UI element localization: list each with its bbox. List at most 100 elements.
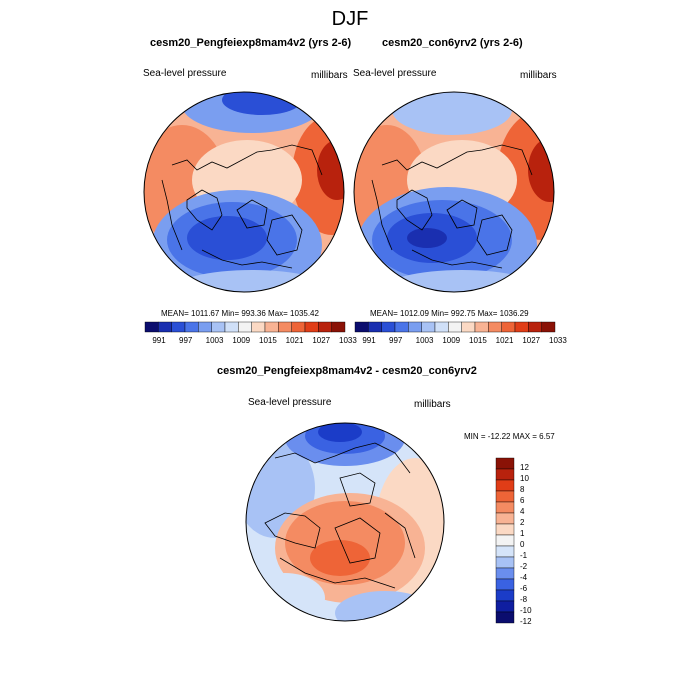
colorbar-tick-label: -12 [520, 616, 532, 626]
panel-a-colorbar-labels: 991 997 1003 1009 1015 1021 1027 1033 [145, 336, 356, 346]
colorbar-tick-label: -2 [520, 561, 528, 571]
colorbar-tick-label: 997 [389, 336, 403, 345]
colorbar-swatch [354, 321, 369, 333]
colorbar-swatch [541, 321, 556, 333]
colorbar-swatch [198, 321, 212, 333]
colorbar-swatch [211, 321, 226, 333]
colorbar-swatch [495, 611, 515, 624]
colorbar-tick-label: 4 [520, 506, 525, 516]
colorbar-tick-label: 1009 [232, 336, 251, 345]
colorbar-swatch [331, 321, 346, 333]
colorbar-swatch [304, 321, 319, 333]
colorbar-tick-label: 1 [520, 528, 525, 538]
colorbar-tick-label: 8 [520, 484, 525, 494]
colorbar-swatch [171, 321, 186, 333]
colorbar-tick-label: 6 [520, 495, 525, 505]
colorbar-swatch [184, 321, 199, 333]
panel-b-variable-label: Sea-level pressure [353, 68, 437, 79]
colorbar-swatch [495, 578, 515, 591]
panel-c-map [245, 422, 445, 622]
colorbar-tick-label: 1015 [469, 336, 487, 345]
colorbar-tick-label: 1021 [495, 336, 514, 345]
panel-b-units-label: millibars [520, 70, 557, 81]
colorbar-tick-label: 991 [362, 336, 376, 345]
colorbar-tick-label: 991 [152, 336, 166, 345]
colorbar-swatch [495, 534, 515, 547]
panel-b-title: cesm20_con6yrv2 (yrs 2-6) [382, 37, 523, 49]
panel-a-stats: MEAN= 1011.67 Min= 993.36 Max= 1035.42 [161, 309, 319, 318]
colorbar-tick-label: -8 [520, 594, 528, 604]
colorbar-swatch [158, 321, 172, 333]
panel-a-variable-label: Sea-level pressure [143, 68, 227, 79]
colorbar-swatch [144, 321, 159, 333]
panel-c-variable-label: Sea-level pressure [248, 397, 332, 408]
colorbar-tick-label: 1003 [415, 336, 434, 345]
colorbar-swatch [528, 321, 542, 333]
colorbar-swatch [495, 556, 515, 569]
panel-a-map [143, 91, 345, 293]
panel-a-coastlines [161, 144, 323, 269]
panel-c-colorbar [495, 457, 515, 624]
panel-a-title: cesm20_Pengfeiexp8mam4v2 (yrs 2-6) [150, 37, 352, 49]
colorbar-tick-label: 1033 [339, 336, 357, 345]
panel-b-coastlines [371, 144, 533, 269]
colorbar-tick-label: 1015 [259, 336, 277, 345]
colorbar-swatch [495, 589, 515, 602]
colorbar-swatch [408, 321, 422, 333]
colorbar-swatch [238, 321, 252, 333]
colorbar-tick-label: 1027 [312, 336, 331, 345]
panel-c-title: cesm20_Pengfeiexp8mam4v2 - cesm20_con6yr… [217, 365, 477, 377]
colorbar-swatch [278, 321, 292, 333]
colorbar-swatch [291, 321, 306, 333]
colorbar-tick-label: -6 [520, 583, 528, 593]
colorbar-tick-label: 997 [179, 336, 193, 345]
colorbar-swatch [224, 321, 239, 333]
colorbar-swatch [495, 545, 515, 558]
page-title: DJF [331, 8, 369, 30]
panel-b-map [353, 91, 555, 293]
colorbar-swatch [495, 512, 515, 525]
colorbar-swatch [495, 567, 515, 580]
colorbar-swatch [434, 321, 449, 333]
colorbar-swatch [501, 321, 516, 333]
colorbar-tick-label: 1033 [549, 336, 567, 345]
colorbar-tick-label: 2 [520, 517, 525, 527]
panel-a-colorbar [144, 321, 346, 333]
colorbar-tick-label: -1 [520, 550, 528, 560]
colorbar-swatch [495, 468, 515, 481]
colorbar-swatch [448, 321, 462, 333]
colorbar-swatch [474, 321, 489, 333]
colorbar-tick-label: -4 [520, 572, 528, 582]
colorbar-tick-label: 10 [520, 473, 529, 483]
colorbar-swatch [421, 321, 436, 333]
panel-c-colorbar-labels: 12 10 8 6 4 2 1 0 -1 -2 -4 -6 -8 -10 -12 [518, 458, 548, 626]
colorbar-tick-label: 12 [520, 462, 529, 472]
colorbar-tick-label: 1027 [522, 336, 541, 345]
colorbar-swatch [495, 490, 515, 503]
colorbar-swatch [461, 321, 476, 333]
colorbar-tick-label: 1009 [442, 336, 461, 345]
colorbar-swatch [488, 321, 502, 333]
panel-b-colorbar [354, 321, 556, 333]
colorbar-swatch [381, 321, 396, 333]
colorbar-tick-label: -10 [520, 605, 532, 615]
colorbar-swatch [264, 321, 279, 333]
panel-c-coastlines [264, 442, 416, 589]
colorbar-tick-label: 1003 [205, 336, 224, 345]
panel-c-units-label: millibars [414, 399, 451, 410]
colorbar-swatch [495, 479, 515, 492]
colorbar-tick-label: 0 [520, 539, 525, 549]
panel-b-colorbar-labels: 991 997 1003 1009 1015 1021 1027 1033 [355, 336, 566, 346]
colorbar-swatch [495, 501, 515, 514]
colorbar-swatch [394, 321, 409, 333]
colorbar-tick-label: 1021 [285, 336, 304, 345]
colorbar-swatch [495, 457, 515, 470]
colorbar-swatch [318, 321, 332, 333]
panel-a-units-label: millibars [311, 70, 348, 81]
colorbar-swatch [368, 321, 382, 333]
colorbar-swatch [251, 321, 266, 333]
colorbar-swatch [495, 600, 515, 613]
panel-c-minmax: MIN = -12.22 MAX = 6.57 [464, 432, 555, 441]
colorbar-swatch [495, 523, 515, 536]
panel-b-stats: MEAN= 1012.09 Min= 992.75 Max= 1036.29 [370, 309, 529, 318]
